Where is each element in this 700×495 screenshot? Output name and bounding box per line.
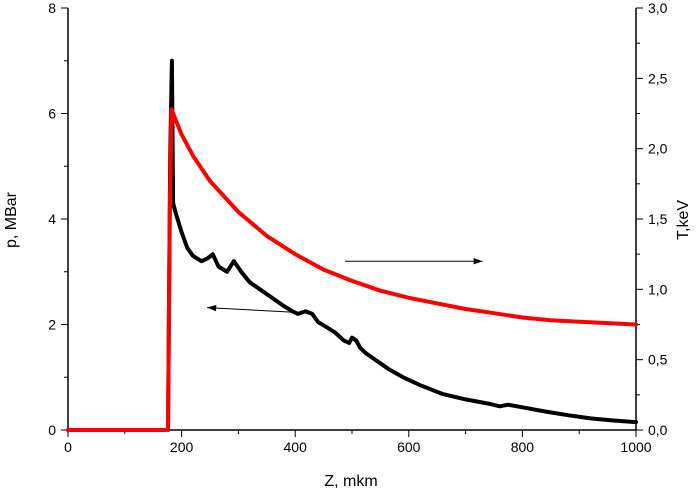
axes: 0 200 400 600 800 1000 0 2 4 6 8 0,0 0,5 1,0 1,5 2,0 2,5… <box>48 0 667 455</box>
left-y-tick-label: 2 <box>48 317 56 333</box>
left-y-tick-label: 4 <box>48 211 56 227</box>
right-y-tick-label: 1,5 <box>648 211 668 227</box>
arrow-head <box>207 304 217 312</box>
x-tick-label: 400 <box>284 439 308 455</box>
right-y-tick-label: 1,0 <box>648 281 668 297</box>
x-axis-title: Z, mkm <box>324 473 377 490</box>
right-y-tick-label: 2,5 <box>648 70 668 86</box>
left-y-tick-label: 8 <box>48 0 56 16</box>
temperature-series-line <box>66 107 638 432</box>
x-tick-label: 800 <box>511 439 535 455</box>
right-y-tick-label: 0,5 <box>648 352 668 368</box>
x-tick-label: 1000 <box>620 439 651 455</box>
left-y-tick-label: 6 <box>48 106 56 122</box>
right-y-tick-label: 2,0 <box>648 141 668 157</box>
left-y-axis-title: p, MBar <box>3 191 20 248</box>
arrow-to-left-axis <box>207 304 297 313</box>
right-y-tick-label: 3,0 <box>648 0 668 16</box>
arrow-to-right-axis <box>345 258 483 265</box>
right-y-tick-label: 0,0 <box>648 422 668 438</box>
arrow-head <box>473 258 483 265</box>
right-y-axis-title: T,keV <box>675 200 692 240</box>
arrow-shaft <box>207 307 297 313</box>
plot-area <box>66 58 638 432</box>
x-tick-label: 0 <box>64 439 72 455</box>
left-y-tick-label: 0 <box>48 422 56 438</box>
x-tick-label: 200 <box>170 439 194 455</box>
x-tick-label: 600 <box>397 439 421 455</box>
pressure-series-line <box>66 58 638 432</box>
